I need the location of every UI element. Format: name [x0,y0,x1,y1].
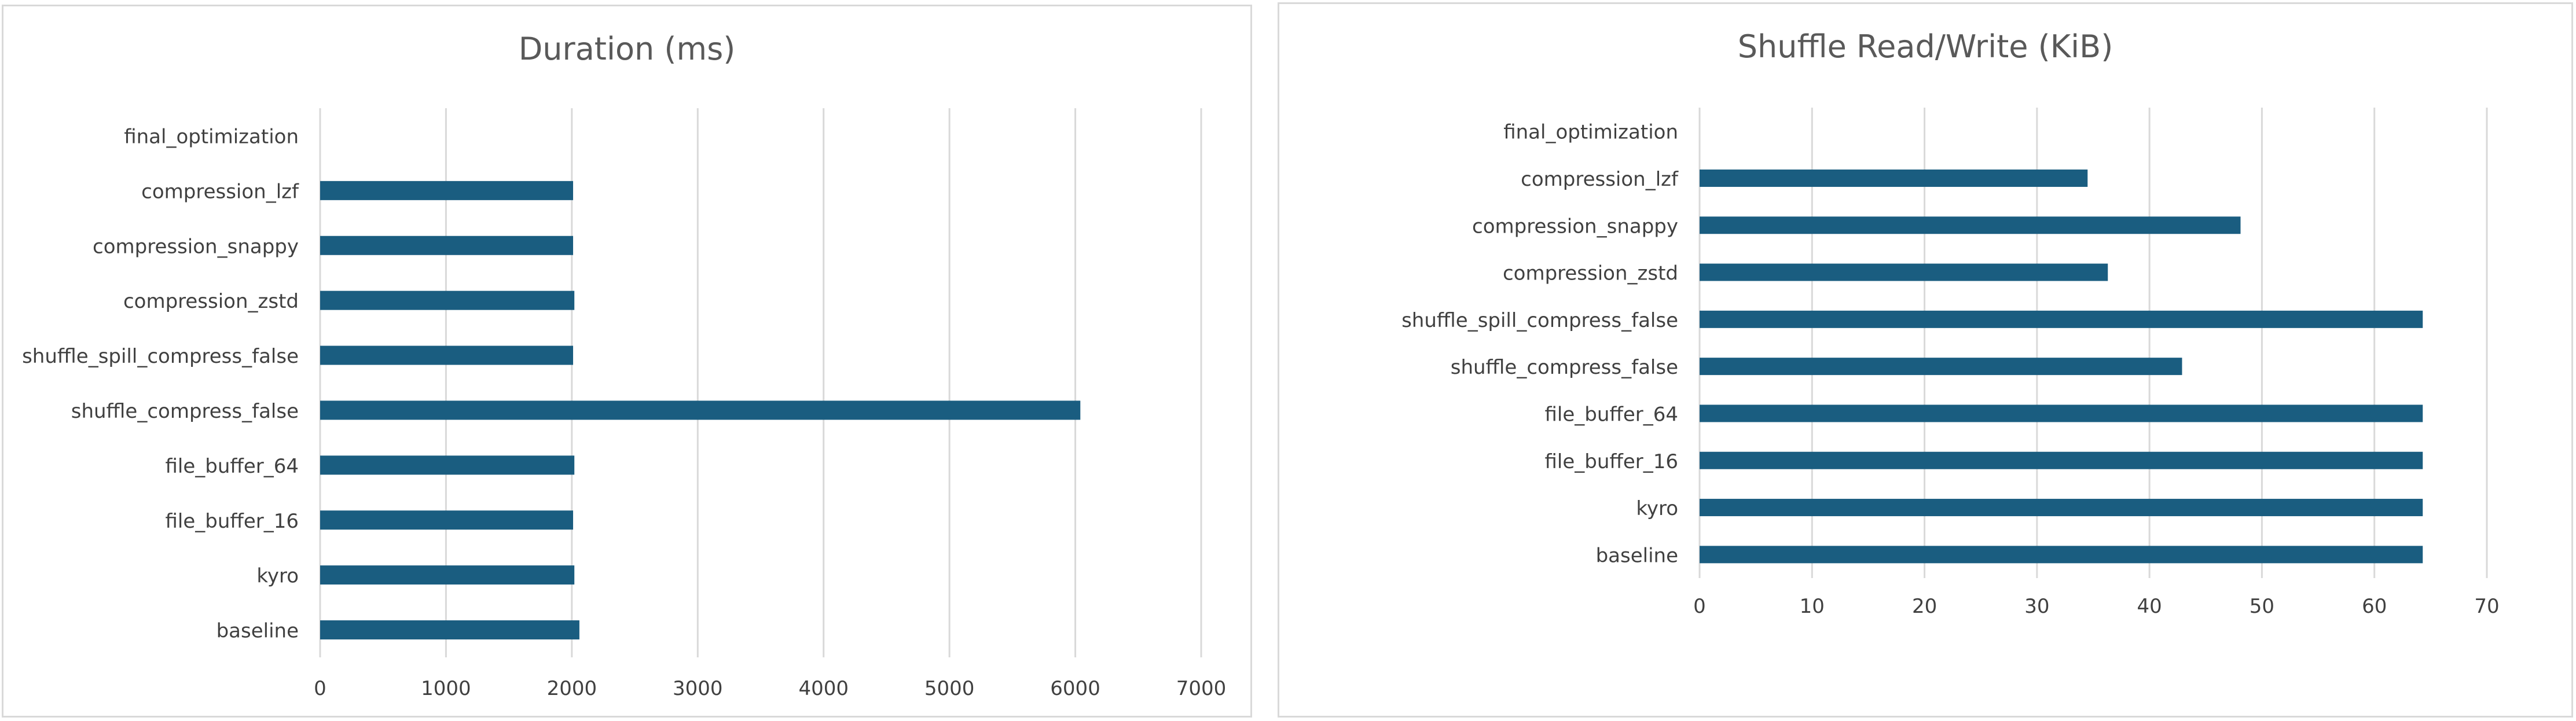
bar [320,236,574,255]
category-label: compression_lzf [141,180,299,203]
x-tick-label: 6000 [1050,677,1100,700]
category-label: baseline [216,620,299,643]
bar [1700,310,2423,328]
category-label: file_buffer_16 [1545,450,1679,473]
bar [320,455,575,475]
category-label: shuffle_spill_compress_false [1401,309,1678,332]
bar [320,345,574,365]
x-tick-label: 4000 [798,677,849,700]
x-tick-label: 40 [2137,595,2162,618]
category-label: shuffle_spill_compress_false [22,345,299,368]
shuffle-chart-plot: baseline kyro file_buffer_16 file_buffer_64… [1401,108,2500,618]
category-label: kyro [1636,497,1678,520]
category-label: file_buffer_16 [166,510,299,533]
bar [320,565,575,585]
bar [320,510,574,530]
x-tick-label: 30 [2024,595,2049,618]
category-label: compression_snappy [1472,215,1678,238]
bar [1700,499,2423,517]
bar [1700,216,2241,234]
category-label: file_buffer_64 [166,455,299,478]
category-label: kyro [256,565,299,588]
chart-title: Duration (ms) [518,31,736,67]
x-tick-label: 0 [1693,595,1706,618]
bar [1700,169,2088,187]
x-tick-label: 5000 [924,677,975,700]
chart-title: Shuffle Read/Write (KiB) [1737,28,2113,65]
x-tick-label: 1000 [421,677,471,700]
duration-chart-plot: baseline kyro file_buffer_16 file_buffer_64… [22,108,1227,700]
bar [1700,404,2423,422]
bar [1700,451,2423,469]
x-tick-label: 7000 [1176,677,1227,700]
x-tick-label: 20 [1912,595,1937,618]
category-label: compression_zstd [1503,262,1678,285]
bar [320,181,574,200]
x-tick-label: 10 [1800,595,1825,618]
bar [320,290,575,310]
bar [320,620,579,640]
category-label: final_optimization [124,125,299,148]
category-label: final_optimization [1503,121,1678,144]
x-tick-label: 3000 [673,677,723,700]
category-label: shuffle_compress_false [71,400,299,423]
bar [1700,263,2108,281]
bar [320,400,1081,420]
category-label: baseline [1596,544,1678,567]
bar [1700,358,2182,376]
category-label: shuffle_compress_false [1451,356,1678,379]
category-label: file_buffer_64 [1545,403,1679,426]
x-tick-label: 60 [2362,595,2387,618]
x-tick-label: 2000 [547,677,597,700]
shuffle-chart: Shuffle Read/Write (KiB) baseline kyro fil… [1278,2,2573,718]
category-label: compression_zstd [123,290,299,313]
category-label: compression_lzf [1521,168,1679,191]
x-tick-label: 0 [314,677,326,700]
category-label: compression_snappy [93,235,299,258]
x-tick-label: 70 [2474,595,2499,618]
duration-chart: Duration (ms) baseline kyro file_buffer_16… [2,5,1252,718]
x-tick-label: 50 [2250,595,2274,618]
bar [1700,546,2423,564]
